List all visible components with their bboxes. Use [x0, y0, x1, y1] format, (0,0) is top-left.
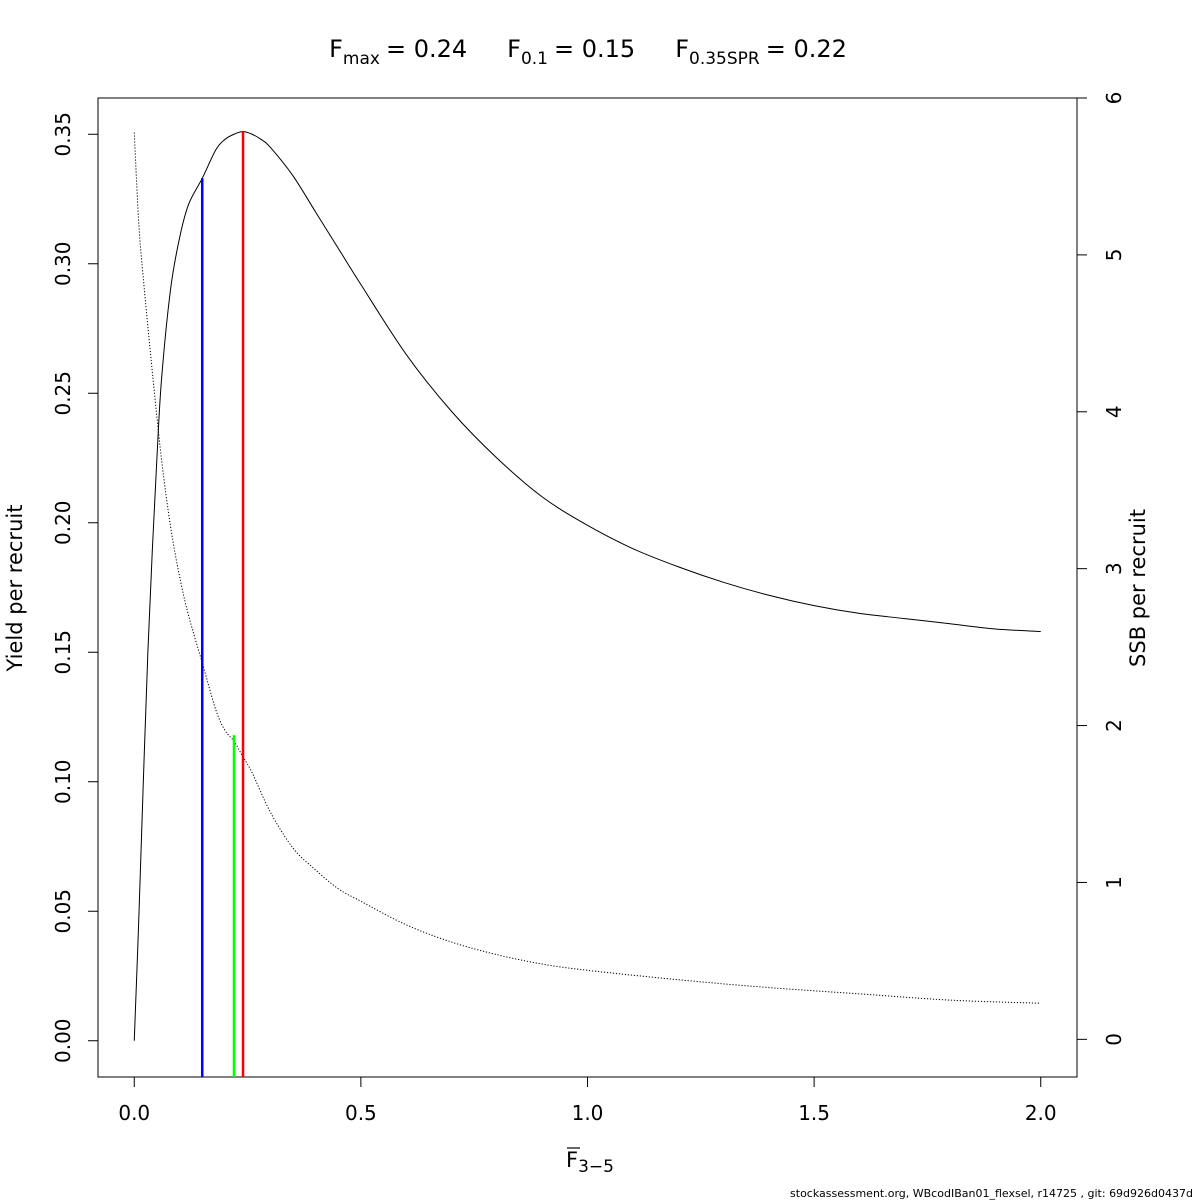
series-layer	[133, 131, 1041, 1041]
y-tick-label: 0.35	[51, 112, 75, 157]
y-tick-label: 0.10	[51, 759, 75, 804]
fmax-subscript: max	[343, 49, 380, 69]
y-tick-label: 0.25	[51, 371, 75, 416]
y2-tick-label: 4	[1102, 405, 1126, 418]
x-axis-title-main: F	[566, 1148, 578, 1172]
fspr-value: = 0.22	[766, 35, 847, 63]
y-tick-label: 0.30	[51, 241, 75, 286]
y2-tick-label: 0	[1102, 1033, 1126, 1046]
f01-label: F	[507, 35, 521, 63]
y-axis-left: 0.00 0.05 0.10 0.15 0.20 0.25 0.30 0.35	[51, 112, 98, 1063]
reference-lines	[200, 131, 245, 1077]
plot-frame	[97, 97, 1078, 1078]
footer-text: stockassessment.org, WBcodIBan01_flexsel…	[790, 1187, 1193, 1200]
y-tick-label: 0.20	[51, 500, 75, 545]
x-tick-label: 0.5	[345, 1101, 377, 1125]
chart-title: Fmax = 0.24 F0.1 = 0.15 F0.35SPR = 0.22	[329, 35, 847, 69]
f01-subscript: 0.1	[521, 49, 548, 69]
fmax-value: = 0.24	[386, 35, 467, 63]
x-axis-title: F3−5	[566, 1147, 614, 1177]
y2-tick-label: 2	[1102, 719, 1126, 732]
ssb-per-recruit-line	[133, 132, 1041, 1004]
fspr-subscript: 0.35SPR	[689, 49, 760, 69]
x-tick-label: 0.0	[118, 1101, 150, 1125]
fmax-label: F	[329, 35, 343, 63]
y2-tick-label: 6	[1102, 92, 1126, 105]
fspr-label: F	[675, 35, 689, 63]
x-axis-title-subscript: 3−5	[578, 1157, 614, 1177]
y-axis-right: 0 1 2 3 4 5 6	[1077, 92, 1126, 1046]
svg-text:F3−5: F3−5	[566, 1148, 614, 1177]
y-tick-label: 0.05	[51, 889, 75, 934]
y2-tick-label: 1	[1102, 876, 1126, 889]
yield-per-recruit-line	[133, 131, 1041, 1041]
f01-value: = 0.15	[554, 35, 635, 63]
y2-tick-label: 5	[1102, 249, 1126, 262]
y-axis-title: Yield per recruit	[3, 505, 27, 673]
x-tick-label: 1.0	[572, 1101, 604, 1125]
x-tick-label: 1.5	[798, 1101, 830, 1125]
y-tick-label: 0.00	[51, 1018, 75, 1063]
x-axis: 0.0 0.5 1.0 1.5 2.0	[118, 1076, 1057, 1125]
y-tick-label: 0.15	[51, 630, 75, 675]
x-tick-label: 2.0	[1025, 1101, 1057, 1125]
y2-tick-label: 3	[1102, 562, 1126, 575]
y2-axis-title: SSB per recruit	[1126, 509, 1150, 667]
